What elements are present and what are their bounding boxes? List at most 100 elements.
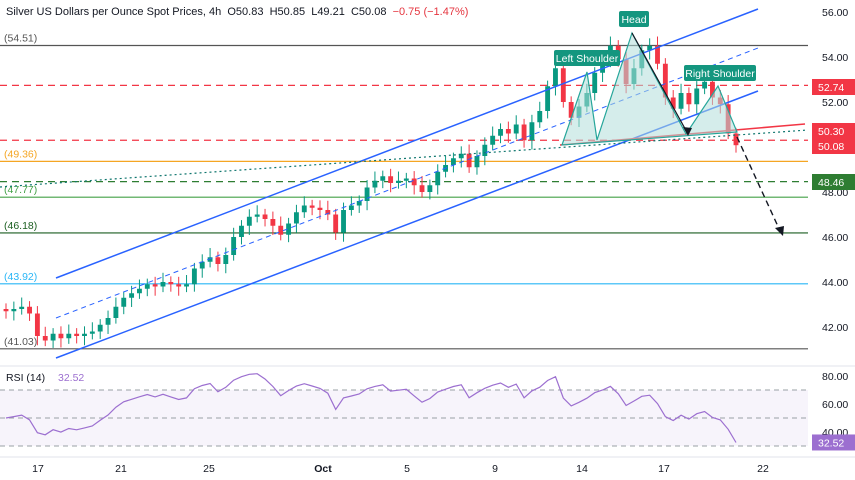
candle-body bbox=[42, 336, 48, 341]
chart-header: Silver US Dollars per Ounce Spot Prices,… bbox=[6, 6, 469, 18]
candle-body bbox=[356, 201, 362, 206]
candle-body bbox=[655, 45, 660, 64]
level-label: (54.51) bbox=[4, 33, 37, 45]
candle-body bbox=[239, 225, 244, 237]
candle-body bbox=[309, 205, 315, 208]
candle-body bbox=[105, 318, 111, 325]
y-tick-label: 54.00 bbox=[822, 52, 848, 64]
candle-body bbox=[560, 68, 566, 102]
candle-body bbox=[474, 156, 480, 168]
candle-body bbox=[74, 333, 80, 336]
x-tick-label: 21 bbox=[115, 463, 127, 475]
price-badge-text: 50.08 bbox=[818, 141, 844, 153]
candle-body bbox=[11, 309, 17, 312]
candle-body bbox=[19, 306, 25, 309]
candle-body bbox=[160, 282, 166, 287]
candle-body bbox=[592, 72, 598, 93]
candle-body bbox=[694, 88, 700, 105]
right-shoulder-label-text: Right Shoulder bbox=[685, 68, 755, 80]
head-label-bg bbox=[619, 11, 649, 27]
candle-body bbox=[278, 225, 284, 235]
candle-body bbox=[702, 81, 708, 89]
symbol-title: Silver US Dollars per Ounce Spot Prices bbox=[6, 6, 203, 18]
candle-body bbox=[482, 144, 488, 156]
candle-body bbox=[348, 205, 354, 210]
candle-body bbox=[537, 111, 543, 123]
candle-body bbox=[293, 212, 299, 224]
timeframe: 4h bbox=[208, 6, 222, 18]
candle-body bbox=[686, 93, 692, 105]
price-badge-text: 48.46 bbox=[818, 177, 844, 189]
candle-body bbox=[129, 293, 135, 298]
candle-body bbox=[262, 214, 268, 219]
x-tick-label: 17 bbox=[32, 463, 44, 475]
candle-body bbox=[372, 180, 378, 188]
candle-body bbox=[144, 284, 150, 289]
level-label: (46.18) bbox=[4, 220, 37, 232]
candle-body bbox=[490, 135, 496, 145]
candle-body bbox=[364, 187, 370, 201]
candle-body bbox=[58, 333, 64, 339]
level-label: (43.92) bbox=[4, 271, 37, 283]
level-label: (41.03) bbox=[4, 336, 37, 348]
candle-body bbox=[27, 306, 32, 314]
channel-upper bbox=[55, 8, 759, 279]
candle-body bbox=[215, 257, 221, 264]
price-badge-text: 50.30 bbox=[818, 126, 844, 138]
rsi-line bbox=[5, 373, 737, 443]
candle-body bbox=[199, 261, 205, 269]
candle-body bbox=[458, 153, 464, 159]
x-tick-label: 17 bbox=[658, 463, 670, 475]
low-label: L bbox=[311, 6, 318, 18]
candle-body bbox=[184, 284, 189, 287]
candle-body bbox=[435, 171, 441, 186]
candle-body bbox=[66, 333, 72, 339]
candle-body bbox=[168, 282, 174, 285]
open-label: O bbox=[227, 6, 236, 18]
right-shoulder-label: Right Shoulder bbox=[684, 65, 756, 81]
candle-body bbox=[270, 219, 276, 226]
candle-body bbox=[333, 214, 339, 233]
candle-body bbox=[396, 180, 401, 183]
projection-arrow bbox=[736, 136, 782, 234]
change-value: −0.75 (−1.47%) bbox=[392, 6, 469, 18]
candle-body bbox=[388, 176, 394, 183]
pattern-arrow-head bbox=[683, 127, 692, 136]
price-badge-text: 52.74 bbox=[818, 82, 844, 94]
high-value: 50.85 bbox=[277, 6, 306, 18]
candle-body bbox=[529, 122, 535, 141]
candle-body bbox=[176, 284, 182, 287]
candle-body bbox=[286, 223, 292, 235]
left-shoulder-label-text: Left Shoulder bbox=[556, 53, 619, 65]
level-label: (49.36) bbox=[4, 148, 37, 160]
candle-body bbox=[670, 97, 676, 109]
price-badge bbox=[812, 79, 855, 95]
x-tick-label: 14 bbox=[576, 463, 588, 475]
close-label: C bbox=[350, 6, 359, 18]
candle-body bbox=[246, 216, 252, 226]
candle-body bbox=[568, 102, 574, 118]
rsi-label: RSI (14) bbox=[6, 372, 45, 384]
rsi-badge bbox=[812, 434, 855, 451]
head-label-text: Head bbox=[621, 14, 646, 26]
candle-body bbox=[301, 205, 307, 213]
rsi-badge-text: 32.52 bbox=[818, 437, 844, 449]
candle-body bbox=[207, 257, 213, 262]
open-value: 50.83 bbox=[235, 6, 264, 18]
candle-body bbox=[325, 210, 331, 215]
x-tick-label: 25 bbox=[203, 463, 215, 475]
x-tick-label: Oct bbox=[314, 463, 332, 475]
candle-body bbox=[466, 153, 472, 168]
candle-body bbox=[254, 214, 260, 217]
candle-body bbox=[317, 207, 323, 210]
long-trendline bbox=[0, 129, 809, 188]
y-tick-label: 56.00 bbox=[822, 7, 848, 19]
candle-body bbox=[191, 268, 197, 285]
price-badge bbox=[812, 123, 855, 139]
candle-body bbox=[231, 237, 237, 255]
candle-body bbox=[710, 81, 715, 98]
y-tick-label: 52.00 bbox=[822, 97, 848, 109]
rsi-tick-label: 60.00 bbox=[822, 399, 848, 411]
candle-body bbox=[498, 129, 503, 136]
